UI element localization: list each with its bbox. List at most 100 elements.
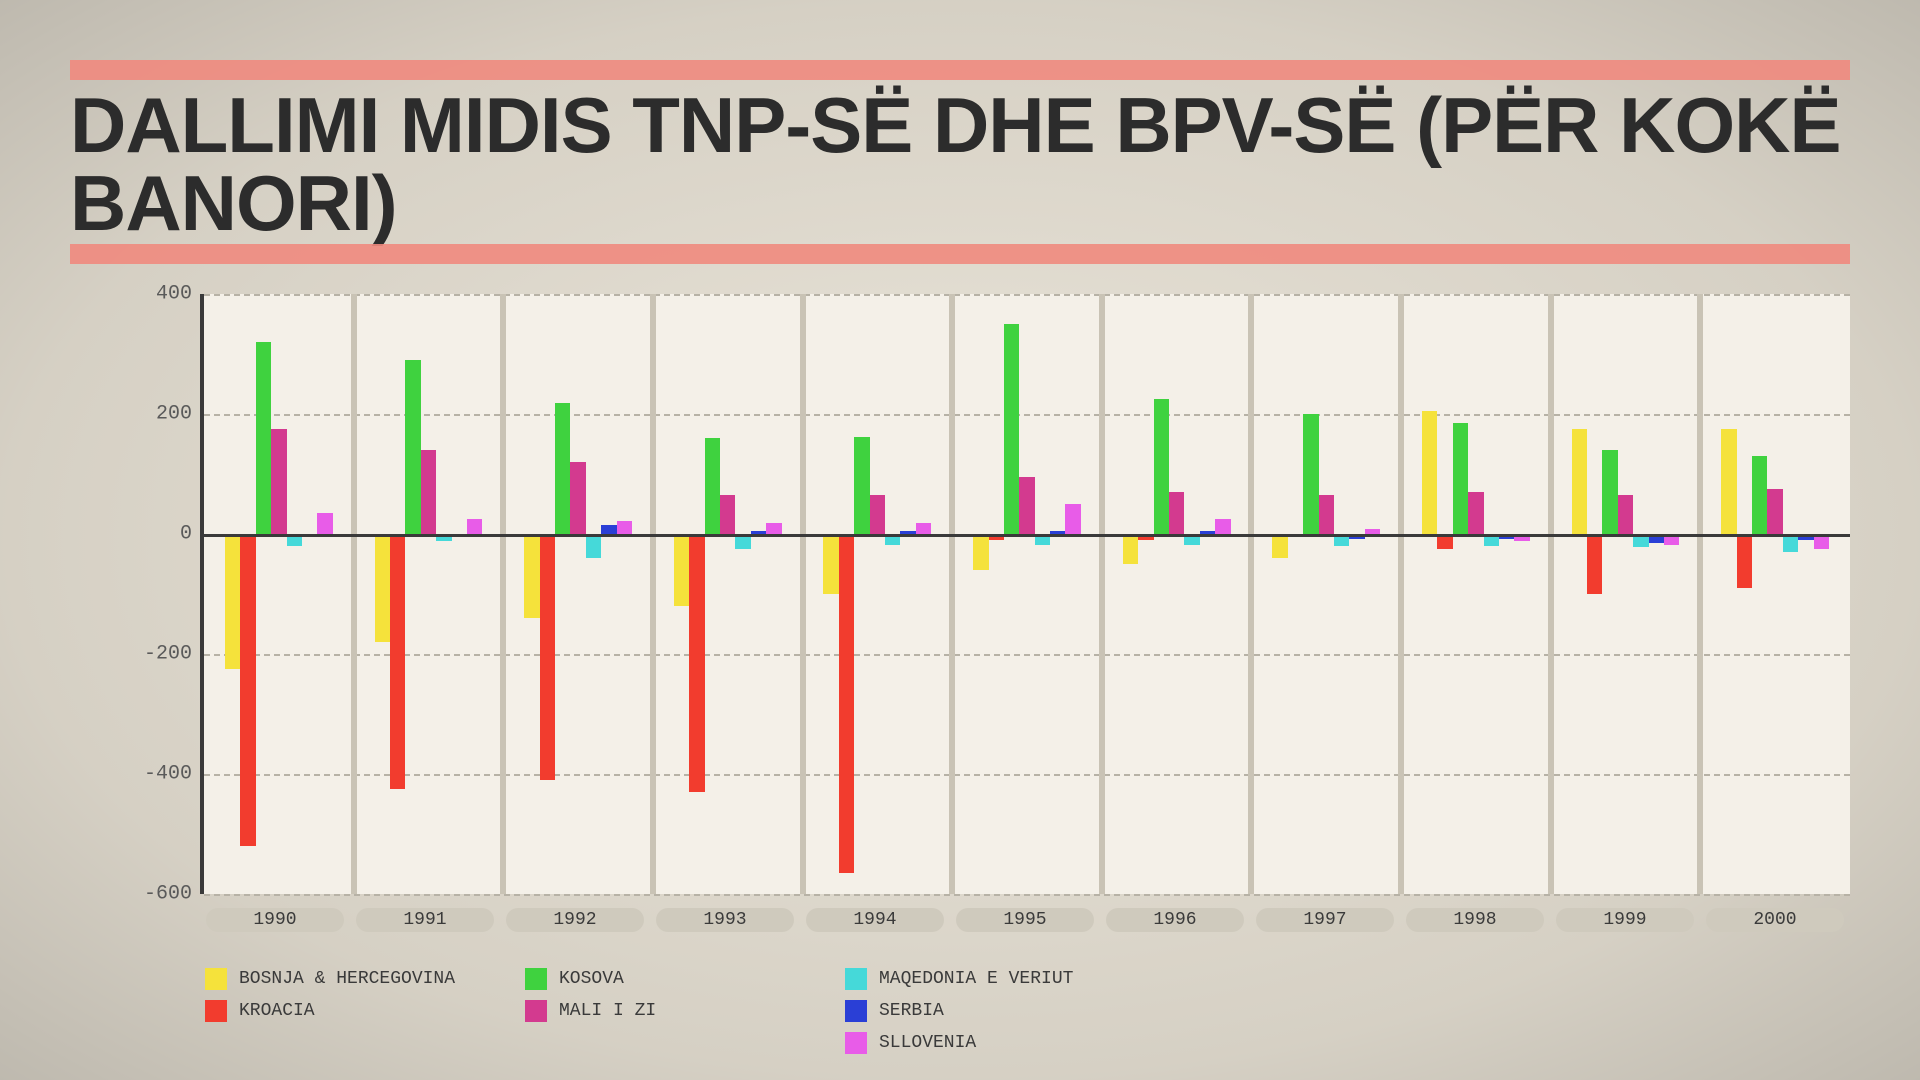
bar <box>1587 534 1602 594</box>
page: DALLIMI MIDIS TNP-SË DHE BPV-SË (PËR KOK… <box>70 60 1850 1020</box>
title-block: DALLIMI MIDIS TNP-SË DHE BPV-SË (PËR KOK… <box>70 60 1850 264</box>
bar <box>1065 504 1080 534</box>
bar <box>1468 492 1483 534</box>
legend-label: BOSNJA & HERCEGOVINA <box>239 969 455 989</box>
bar <box>240 534 255 846</box>
zero-line <box>204 534 1850 537</box>
legend-item: BOSNJA & HERCEGOVINA <box>205 968 505 990</box>
bar <box>467 519 482 534</box>
legend-label: MAQEDONIA E VERIUT <box>879 969 1073 989</box>
legend-item: KOSOVA <box>525 968 825 990</box>
legend-swatch <box>525 1000 547 1022</box>
x-tick-label: 1996 <box>1106 908 1244 932</box>
bar <box>617 521 632 534</box>
legend-label: SLLOVENIA <box>879 1033 976 1053</box>
bar <box>601 525 616 534</box>
y-tick-label: 400 <box>156 283 204 306</box>
bar <box>225 534 240 669</box>
bar <box>839 534 854 873</box>
bar <box>1572 429 1587 534</box>
bar <box>1004 324 1019 534</box>
bar <box>1737 534 1752 588</box>
year-separator <box>949 294 955 894</box>
x-tick-label: 1992 <box>506 908 644 932</box>
legend-swatch <box>845 1032 867 1054</box>
bar <box>1169 492 1184 534</box>
bar <box>1767 489 1782 534</box>
year-separator <box>1248 294 1254 894</box>
grid-line <box>204 774 1850 776</box>
y-tick-label: -600 <box>144 883 204 906</box>
legend-item: MALI I ZI <box>525 1000 825 1022</box>
x-tick-label: 1999 <box>1556 908 1694 932</box>
bar <box>1618 495 1633 534</box>
accent-bar-top <box>70 60 1850 80</box>
bar <box>405 360 420 534</box>
legend-item <box>525 1032 825 1054</box>
y-tick-label: 0 <box>180 523 204 546</box>
bar <box>390 534 405 789</box>
bar <box>555 403 570 534</box>
bar <box>1602 450 1617 534</box>
x-tick-label: 1998 <box>1406 908 1544 932</box>
legend-item: SLLOVENIA <box>845 1032 1145 1054</box>
bar <box>1215 519 1230 534</box>
year-separator <box>500 294 506 894</box>
bar <box>766 523 781 534</box>
bar <box>317 513 332 534</box>
year-separator <box>351 294 357 894</box>
legend-label: KOSOVA <box>559 969 624 989</box>
x-tick-label: 1995 <box>956 908 1094 932</box>
bar <box>854 437 869 534</box>
y-tick-label: -400 <box>144 763 204 786</box>
legend-swatch <box>525 968 547 990</box>
legend-label: SERBIA <box>879 1001 944 1021</box>
year-separator <box>1697 294 1703 894</box>
bar <box>1752 456 1767 534</box>
legend-swatch <box>205 968 227 990</box>
x-tick-label: 1991 <box>356 908 494 932</box>
grid-line <box>204 654 1850 656</box>
bar <box>1272 534 1287 558</box>
year-separator <box>1398 294 1404 894</box>
grid-line <box>204 294 1850 296</box>
legend-label: KROACIA <box>239 1001 315 1021</box>
year-separator <box>1099 294 1105 894</box>
bar <box>256 342 271 534</box>
bar <box>421 450 436 534</box>
bar <box>705 438 720 534</box>
legend-swatch <box>845 968 867 990</box>
bar <box>540 534 555 780</box>
bar <box>1721 429 1736 534</box>
bar <box>524 534 539 618</box>
bar <box>823 534 838 594</box>
legend-item: KROACIA <box>205 1000 505 1022</box>
x-tick-label: 1997 <box>1256 908 1394 932</box>
legend-swatch <box>205 1000 227 1022</box>
bar <box>973 534 988 570</box>
legend-item: SERBIA <box>845 1000 1145 1022</box>
bar <box>1303 414 1318 534</box>
x-tick-label: 1993 <box>656 908 794 932</box>
x-tick-label: 1994 <box>806 908 944 932</box>
accent-bar-bottom <box>70 244 1850 264</box>
bar <box>375 534 390 642</box>
legend-item: MAQEDONIA E VERIUT <box>845 968 1145 990</box>
x-tick-label: 1990 <box>206 908 344 932</box>
bar <box>870 495 885 534</box>
bar <box>1319 495 1334 534</box>
legend-swatch <box>845 1000 867 1022</box>
bar <box>689 534 704 792</box>
legend: BOSNJA & HERCEGOVINA KOSOVA MAQEDONIA E VE… <box>205 968 1850 1054</box>
x-axis: 1990 1991 1992 1993 1994 1995 1996 1997 1998 1999… <box>200 904 1850 934</box>
plot-area: -600-400-2000200400 <box>200 294 1850 894</box>
year-separator <box>650 294 656 894</box>
bar <box>570 462 585 534</box>
page-title: DALLIMI MIDIS TNP-SË DHE BPV-SË (PËR KOK… <box>70 80 1850 244</box>
bar <box>1154 399 1169 534</box>
year-separator <box>800 294 806 894</box>
x-tick-label: 2000 <box>1706 908 1844 932</box>
grid-line <box>204 894 1850 896</box>
bar <box>271 429 286 534</box>
bar <box>916 523 931 534</box>
